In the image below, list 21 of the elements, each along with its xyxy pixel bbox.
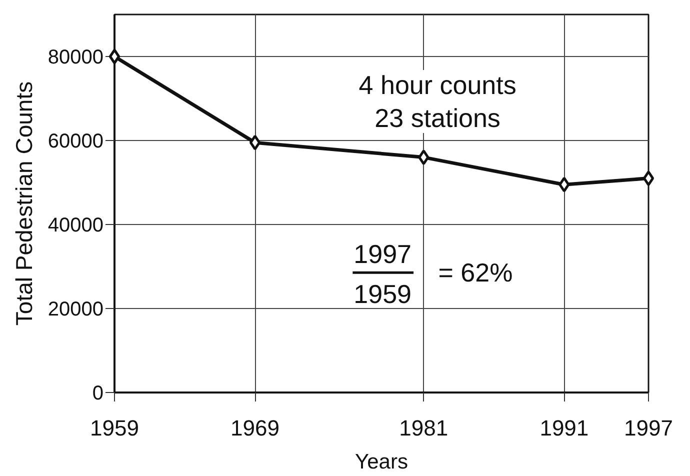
point [418,150,430,166]
y-tick-label: 40000 [48,214,104,236]
annotation: 1959 [354,278,412,309]
point [108,48,120,64]
annotation: 4 hour counts 23 stations [358,70,516,133]
y-tick-label: 20000 [48,298,104,320]
x-tick-label: 1991 [540,416,589,440]
y-axis-title: Total Pedestrian Counts [10,81,37,326]
y-tick-label: 80000 [48,46,104,68]
x-tick-label: 1959 [90,416,139,440]
y-tick-label: 0 [92,382,104,404]
annotation: 1997 [354,238,412,269]
point [249,134,261,150]
point [642,170,654,186]
x-tick-label: 1997 [624,416,673,440]
y-tick-label: 60000 [48,130,104,152]
x-axis-title: Years [355,450,408,474]
x-tick-label: 1981 [399,416,448,440]
point [558,176,570,192]
annotation: = 62% [438,258,513,288]
x-tick-label: 1969 [230,416,280,440]
